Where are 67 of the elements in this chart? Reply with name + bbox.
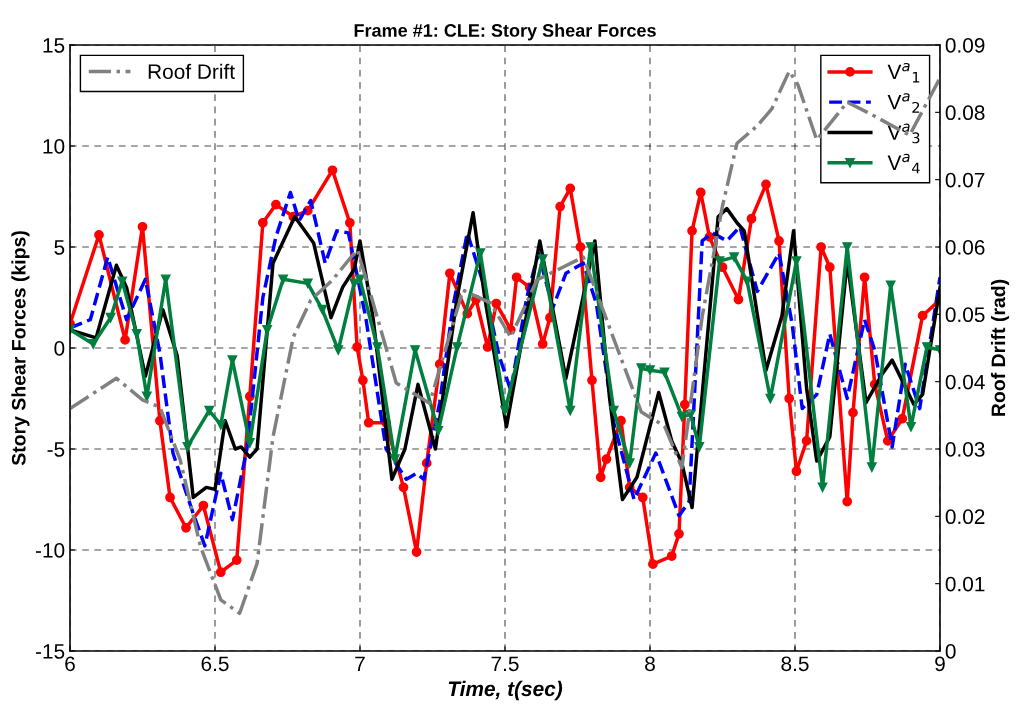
point [922,342,932,352]
y-tick-label: 15 [43,38,65,53]
y2-tick-label: 0.01 [945,576,985,592]
x-tick-label: 8.5 [781,656,809,672]
point [244,438,255,448]
y2-tick-label: 0.07 [945,172,985,188]
x-tick-label: 6 [65,656,75,672]
legend-label: V$^{a}$$_{2}$ [887,93,920,113]
y-tick-label: 0 [54,341,65,356]
point [608,405,619,416]
y2-tick-label: 0.06 [945,240,985,255]
point [355,274,365,285]
point [624,458,635,469]
point [389,454,400,464]
point [677,411,687,422]
x-axis-title: Time, t(sec) [448,680,563,701]
point [182,442,193,452]
y2-tick-label: 0.03 [945,442,985,457]
point [141,391,152,402]
point [645,365,655,376]
y2-tick-label: 0.02 [945,509,985,525]
y-tick-label: -15 [35,644,65,659]
x-tick-label: 6.5 [201,656,229,672]
y2-axis-title: Roof Drift (rad) [990,279,1010,416]
point [636,363,647,374]
legend-label: V$^{a}$$_{4}$ [887,153,920,174]
point [215,419,226,430]
y-tick-label: 10 [43,139,65,154]
point [452,342,463,352]
x-tick-label: 9 [935,656,945,672]
y-tick-label: -5 [47,442,65,457]
point [694,442,705,452]
point [317,304,328,315]
x-tick-label: 7 [355,656,365,671]
point [765,393,776,404]
point [714,256,725,267]
x-tick-label: 8 [645,656,655,672]
y2-tick-label: 0 [945,644,956,659]
point [131,328,142,339]
point [278,274,289,285]
point [817,482,828,493]
point [372,342,383,352]
legend-label: Roof Drift [148,63,235,80]
y2-tick-label: 0.08 [945,105,985,121]
chart-title: Frame #1: CLE: Story Shear Forces [354,23,656,41]
point [88,339,99,349]
y-axis-title: Story Shear Forces (kips) [11,231,30,466]
y2-tick-label: 0.05 [945,307,985,323]
point [866,462,877,473]
point [742,276,753,287]
point [262,324,273,335]
point [906,421,916,432]
point [659,367,670,378]
y2-tick-label: 0.04 [945,374,985,390]
point [500,405,510,416]
point [204,405,215,416]
x-tick-label: 7.5 [491,656,519,672]
point [565,405,576,416]
point [105,312,116,323]
y2-tick-label: 0.09 [945,38,985,53]
point [729,252,739,262]
point [433,425,444,436]
legend-label: V$^{a}$$_{1}$ [887,62,920,83]
y-tick-label: -10 [35,543,65,558]
y-tick-label: 5 [54,240,65,255]
point [333,345,344,355]
point [302,278,313,289]
